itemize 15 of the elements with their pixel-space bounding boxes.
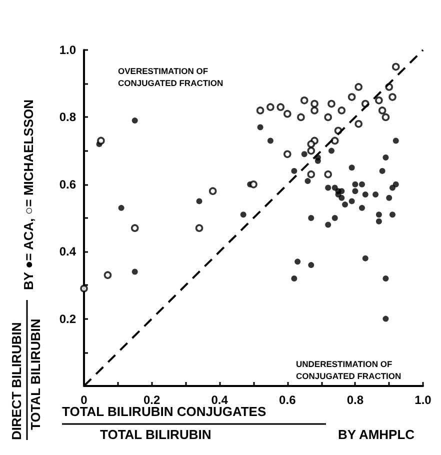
y-tick-label: 0.6: [59, 177, 76, 192]
y-tick-label: 0.4: [59, 244, 76, 259]
text: DIRECT BILIRUBIN TOTAL BILIRUBIN BY ●= ACA, ○= MICHAELSSON: [9, 99, 43, 440]
x-tick-label: 0.2: [143, 393, 160, 407]
y-tick-label: 0.2: [59, 312, 76, 326]
x-tick-label: 0.4: [211, 393, 228, 407]
x-tick-label: 0.6: [279, 393, 296, 407]
annotation: OVERESTIMATION OF CONJUGATED FRACTION: [118, 66, 224, 88]
text: TOTAL BILIRUBIN CONJUGATES TOTAL BILIRUBIN BY AMHPLC: [62, 404, 415, 442]
annotation: UNDERESTIMATION OF CONJUGATED FRACTION: [296, 359, 402, 381]
y-tick-label: 1.0: [59, 43, 76, 57]
y-tick-label: 0.8: [59, 110, 76, 124]
x-tick-label: 0.8: [346, 393, 364, 407]
x-tick-label: 1.0: [414, 393, 432, 407]
x-tick-label: 0: [80, 393, 88, 407]
